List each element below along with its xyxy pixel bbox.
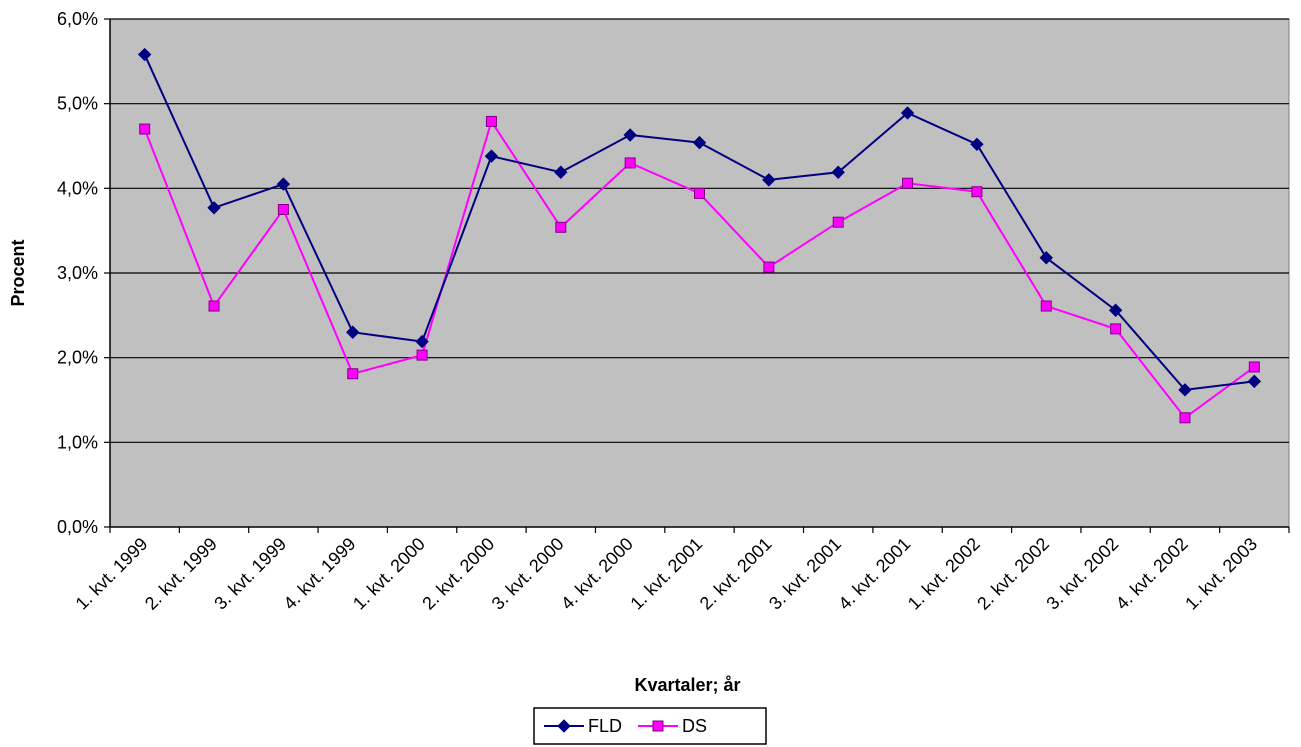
series-ds-point [832,216,844,228]
x-tick-label: 1. kvt. 1999 [72,534,152,614]
series-fld-point [554,165,568,179]
x-tick-label: 2. kvt. 1999 [141,534,221,614]
x-tick-label: 1. kvt. 2001 [626,534,706,614]
legend: FLD DS [533,707,767,745]
series-fld-point [276,177,291,191]
x-tick-label: 4. kvt. 2000 [557,534,637,614]
x-tick-label: 3. kvt. 2001 [765,534,845,614]
x-tick-label: 3. kvt. 2002 [1042,534,1122,614]
series-fld-point [1039,251,1053,265]
x-tick-label: 2. kvt. 2001 [696,534,776,614]
series-fld-point [207,201,221,215]
series-ds-point [555,221,567,233]
y-tick-label: 5,0% [57,94,98,114]
series-ds-point [763,261,775,273]
series-ds-point [971,186,983,198]
grid-lines [110,18,1289,443]
legend-item-ds: DS [638,716,707,736]
x-tick-label: 3. kvt. 2000 [488,534,568,614]
series-fld [137,47,1262,397]
series-fld-point [137,47,152,62]
series-ds-point [1248,361,1260,373]
x-axis-title: Kvartaler; år [634,675,740,695]
series-ds-point [694,187,705,199]
series-ds-point [902,177,914,189]
x-tick-label: 3. kvt. 1999 [210,534,290,614]
series-ds-point [277,204,289,215]
series-ds-point [1040,300,1052,312]
series-fld-point [484,149,499,163]
y-tick-label: 4,0% [57,178,98,198]
series-lines [137,47,1262,424]
y-tick-label: 6,0% [57,9,98,29]
series-fld-point [1247,374,1262,389]
series-ds-point [208,300,220,312]
series-ds-point [485,115,497,127]
legend-fld-marker [557,719,571,733]
legend-fld-label: FLD [588,716,622,736]
y-tick-label: 1,0% [57,432,98,452]
y-tick-label: 3,0% [57,263,98,283]
series-fld-point [346,325,360,339]
series-ds [139,115,1260,424]
x-tick-label: 2. kvt. 2000 [418,534,498,614]
x-tick-label: 4. kvt. 2002 [1112,534,1192,614]
y-tick-label: 0,0% [57,517,98,537]
series-fld-point [415,334,429,349]
x-tick-label: 2. kvt. 2002 [973,534,1053,614]
y-axis-title: Procent [8,239,28,306]
series-ds-point [416,349,428,361]
series-ds-point [624,157,636,169]
y-tick-label: 2,0% [57,348,98,368]
x-tick-label: 4. kvt. 1999 [280,534,360,614]
series-fld-point [1108,303,1123,317]
y-tick-labels: 0,0% 1,0% 2,0% 3,0% 4,0% 5,0% 6,0% [57,9,98,537]
series-fld-point [623,128,637,142]
x-tick-label: 1. kvt. 2002 [904,534,984,614]
series-fld-point [970,137,984,152]
series-ds-point [1179,412,1191,424]
series-fld-point [762,173,776,187]
axes [104,18,1290,533]
legend-item-fld: FLD [544,716,622,736]
series-ds-point [347,368,359,380]
legend-ds-label: DS [682,716,707,736]
series-fld-point [900,106,915,120]
x-tick-label: 4. kvt. 2001 [834,534,914,614]
series-fld-point [1178,383,1192,397]
x-tick-label: 1. kvt. 2000 [349,534,429,614]
series-fld-point [692,135,707,150]
legend-ds-marker [652,720,664,732]
x-tick-label: 1. kvt. 2003 [1181,534,1261,614]
legend-items: FLD DS [544,716,707,736]
series-fld-point [831,165,845,179]
series-ds-point [1110,323,1122,335]
series-ds-point [139,123,151,135]
